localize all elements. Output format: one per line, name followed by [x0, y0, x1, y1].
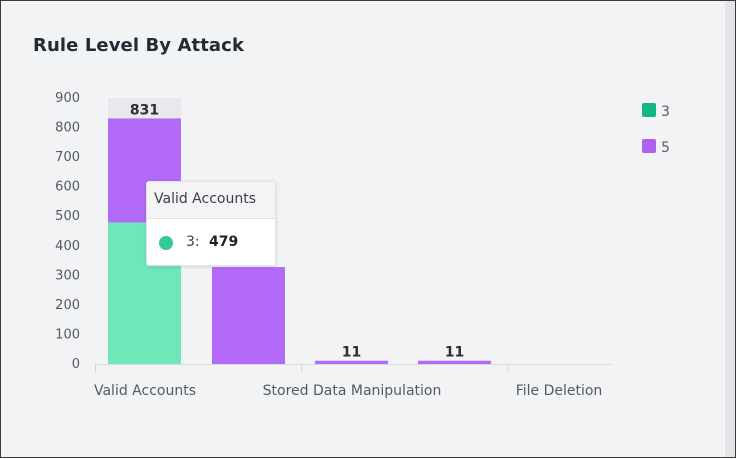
y-tick-label: 400	[55, 239, 80, 254]
tooltip-row: 3: 479	[147, 219, 275, 265]
bar-segment-5	[418, 360, 491, 364]
bar-segment-5	[212, 267, 285, 364]
x-axis: Valid Accounts Stored Data Manipulation Fi…	[94, 364, 611, 399]
y-tick-label: 800	[55, 121, 80, 136]
y-tick-label: 900	[55, 91, 80, 106]
y-tick-label: 100	[55, 327, 80, 342]
y-axis: 0 100 200 300 400 500 600 700 800 900	[55, 91, 80, 372]
bar-total-label: 11	[342, 345, 361, 361]
x-tick-label: File Deletion	[516, 383, 603, 399]
legend-swatch-5	[642, 139, 656, 153]
tooltip-series-label: 3:	[186, 234, 200, 250]
y-tick-label: 600	[55, 180, 80, 195]
tooltip-series-dot	[159, 236, 173, 250]
y-tick-label: 0	[72, 357, 80, 372]
chart-title: Rule Level By Attack	[33, 35, 245, 56]
y-tick-label: 700	[55, 150, 80, 165]
tooltip-title: Valid Accounts	[147, 182, 275, 219]
legend: 35	[642, 103, 670, 156]
bar-total-label: 11	[445, 345, 464, 361]
y-tick-label: 300	[55, 268, 80, 283]
x-tick-label: Stored Data Manipulation	[263, 383, 442, 399]
tooltip-value: 479	[209, 234, 239, 250]
y-tick-label: 200	[55, 298, 80, 313]
x-tick-label: Valid Accounts	[94, 383, 196, 399]
bar-total-label: 831	[130, 102, 159, 118]
legend-label-5: 5	[661, 140, 670, 156]
bar-tooltip: Valid Accounts 3: 479	[146, 181, 276, 266]
legend-swatch-3	[642, 103, 656, 117]
bar-hover-highlight	[108, 98, 181, 119]
vertical-scrollbar[interactable]	[725, 1, 735, 457]
y-tick-label: 500	[55, 209, 80, 224]
bar-segment-5	[315, 360, 388, 364]
legend-label-3: 3	[661, 104, 670, 120]
